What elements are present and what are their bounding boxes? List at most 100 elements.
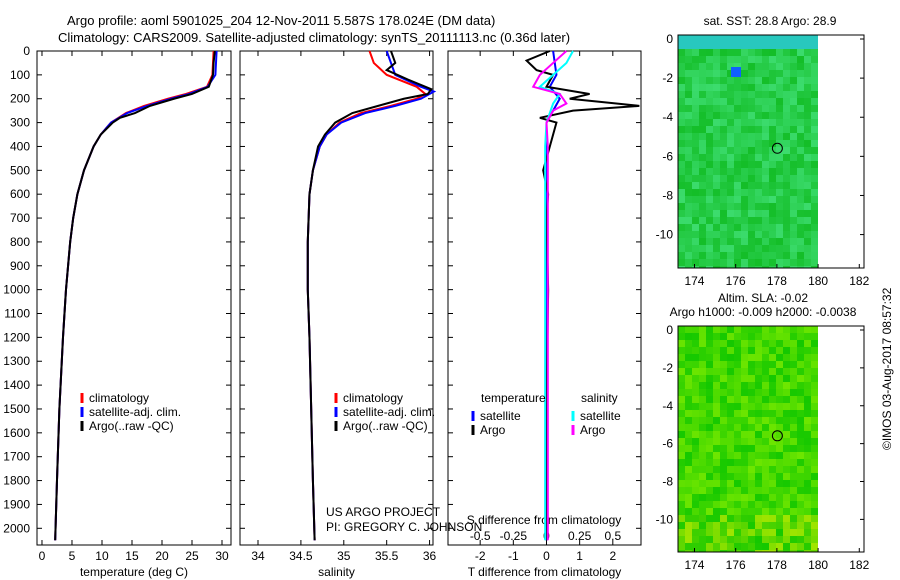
- map-cell: [720, 245, 727, 252]
- map-cell: [734, 508, 741, 515]
- map-cell: [783, 550, 790, 552]
- map-cell: [699, 91, 706, 98]
- project-label: US ARGO PROJECT: [326, 505, 441, 519]
- map-cell: [741, 245, 748, 252]
- map-cell: [804, 70, 811, 77]
- map-cell: [720, 522, 727, 529]
- map-cell: [699, 252, 706, 259]
- map-cell: [692, 438, 699, 445]
- map-cell: [706, 340, 713, 347]
- map-cell: [713, 473, 720, 480]
- map-cell: [783, 168, 790, 175]
- map-cell: [699, 452, 706, 459]
- legend-label: satellite: [480, 409, 521, 423]
- map-cell: [734, 133, 741, 140]
- map-cell: [734, 147, 741, 154]
- map-cell: [692, 473, 699, 480]
- map-cell: [790, 56, 797, 63]
- map-cell: [699, 259, 706, 266]
- map-cell: [678, 56, 685, 63]
- map-cell: [706, 77, 713, 84]
- map-cell: [748, 501, 755, 508]
- map-cell: [783, 326, 790, 333]
- map-cell: [804, 501, 811, 508]
- map-cell: [804, 494, 811, 501]
- legend-heading: salinity: [581, 391, 618, 405]
- map-cell: [748, 175, 755, 182]
- map-cell: [783, 70, 790, 77]
- map-cell: [706, 543, 713, 550]
- map-cell: [811, 182, 818, 189]
- map-cell: [713, 452, 720, 459]
- map-cell: [776, 333, 783, 340]
- map-cell: [678, 347, 685, 354]
- map-cell: [769, 56, 776, 63]
- series-satellite-adj-clim-: [306, 50, 437, 541]
- map-cell: [790, 112, 797, 119]
- map-cell: [748, 266, 755, 268]
- map-cell: [748, 189, 755, 196]
- map-cell: [797, 389, 804, 396]
- map-cell: [776, 340, 783, 347]
- map-cell: [734, 522, 741, 529]
- map-cell: [692, 70, 699, 77]
- map-cell: [811, 487, 818, 494]
- map-cell: [727, 375, 734, 382]
- map-cell: [776, 354, 783, 361]
- map-cell: [783, 210, 790, 217]
- map-cell: [678, 175, 685, 182]
- map-cell: [720, 501, 727, 508]
- map-cell: [699, 105, 706, 112]
- map-cell: [720, 403, 727, 410]
- map-cell: [678, 543, 685, 550]
- map-cell: [734, 49, 741, 56]
- map-cell: [748, 210, 755, 217]
- map-cell: [685, 326, 692, 333]
- map-cell: [790, 368, 797, 375]
- map-cell: [678, 238, 685, 245]
- map-cell: [783, 522, 790, 529]
- map-cell: [692, 417, 699, 424]
- map-cell: [748, 424, 755, 431]
- map-cell: [692, 49, 699, 56]
- legend-label: satellite-adj. clim.: [89, 405, 181, 419]
- map-cell: [790, 354, 797, 361]
- map-cell: [811, 543, 818, 550]
- map-cell: [811, 480, 818, 487]
- lat-tick-label: 0: [666, 32, 673, 46]
- map-cell: [804, 333, 811, 340]
- map-cell: [741, 63, 748, 70]
- map-cell: [783, 49, 790, 56]
- map-cell: [678, 389, 685, 396]
- map-cell: [783, 126, 790, 133]
- map-cell: [783, 56, 790, 63]
- depth-tick-label: 200: [10, 92, 30, 106]
- map-cell: [678, 119, 685, 126]
- map-cell: [811, 550, 818, 552]
- map-cell: [790, 508, 797, 515]
- map-cell: [769, 168, 776, 175]
- lon-tick-label: 176: [726, 274, 746, 288]
- map-cell: [755, 98, 762, 105]
- depth-tick-label: 500: [10, 163, 30, 177]
- map-cell: [804, 466, 811, 473]
- map-cell: [713, 326, 720, 333]
- map-cell: [734, 231, 741, 238]
- map-cell: [685, 459, 692, 466]
- map-cell: [699, 49, 706, 56]
- map-cell: [755, 522, 762, 529]
- map-cell: [762, 347, 769, 354]
- lat-tick-label: -4: [662, 399, 673, 413]
- map-cell: [804, 515, 811, 522]
- map-cell: [713, 382, 720, 389]
- map-cell: [692, 112, 699, 119]
- map-cell: [755, 70, 762, 77]
- map-cell: [797, 522, 804, 529]
- map-cell: [727, 480, 734, 487]
- map-cell: [748, 126, 755, 133]
- map-cell: [699, 361, 706, 368]
- map-cell: [713, 543, 720, 550]
- map-cell: [741, 189, 748, 196]
- map-cell: [804, 326, 811, 333]
